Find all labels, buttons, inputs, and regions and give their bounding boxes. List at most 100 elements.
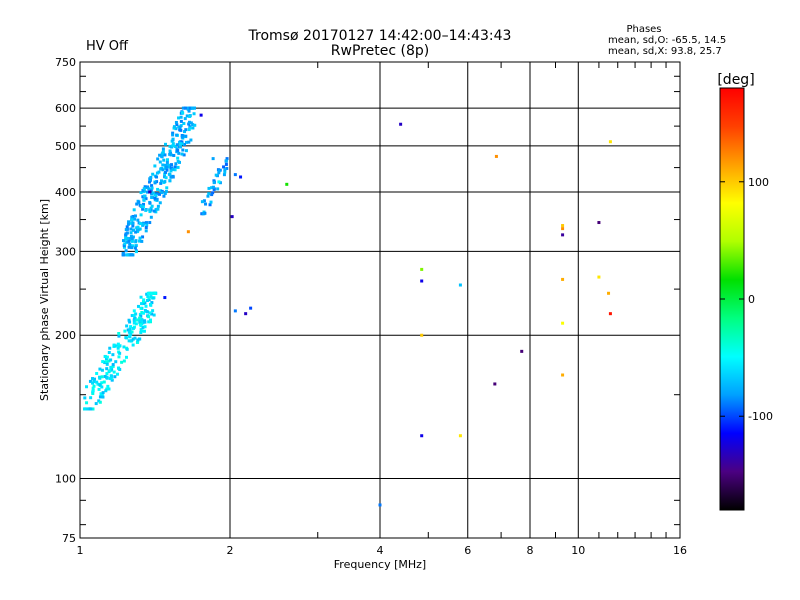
chart-title-line1: Tromsø 20170127 14:42:00–14:43:43 — [248, 28, 512, 44]
data-point — [159, 167, 163, 171]
data-point — [127, 245, 131, 249]
data-point — [420, 333, 424, 337]
data-point — [211, 157, 215, 161]
data-point — [152, 313, 156, 317]
data-point — [141, 325, 145, 329]
data-point — [146, 185, 150, 189]
data-point — [201, 212, 205, 216]
data-point — [188, 126, 192, 130]
data-point — [135, 202, 139, 206]
data-point — [185, 114, 189, 118]
data-point — [151, 309, 155, 313]
data-point — [183, 142, 187, 146]
data-point — [143, 320, 147, 324]
data-point — [161, 168, 165, 172]
data-point — [111, 363, 115, 367]
data-point — [126, 222, 130, 226]
data-point — [91, 407, 95, 411]
data-point — [157, 170, 161, 174]
data-point — [116, 346, 120, 350]
data-point — [131, 224, 135, 228]
data-point — [131, 253, 135, 257]
data-point — [125, 231, 129, 235]
data-point — [211, 191, 215, 195]
data-point — [608, 312, 612, 316]
data-point — [177, 151, 181, 155]
data-point — [130, 237, 134, 241]
data-points — [83, 106, 612, 507]
data-point — [184, 128, 188, 132]
data-point — [207, 192, 211, 196]
data-point — [139, 204, 143, 208]
data-point — [187, 140, 191, 144]
data-point — [142, 329, 146, 333]
data-point — [131, 343, 135, 347]
data-point — [130, 239, 134, 243]
data-point — [98, 400, 102, 404]
data-point — [147, 320, 151, 324]
data-point — [141, 321, 145, 325]
grid-lines — [80, 62, 680, 538]
data-point — [179, 115, 183, 119]
data-point — [131, 337, 135, 341]
data-point — [244, 312, 248, 316]
data-point — [420, 279, 424, 283]
data-point — [164, 170, 168, 174]
data-point — [158, 201, 162, 205]
data-point — [183, 117, 187, 121]
data-point — [172, 125, 176, 129]
chart-title-line2: RwPretec (8p) — [331, 43, 429, 59]
colorbar-ticks: 100 0 -100 — [720, 176, 773, 423]
data-point — [132, 309, 136, 313]
data-point — [141, 195, 145, 199]
data-point — [127, 339, 131, 343]
data-point — [142, 311, 146, 315]
data-point — [105, 372, 109, 376]
data-point — [224, 159, 228, 163]
data-point — [181, 148, 185, 152]
data-point — [204, 202, 208, 206]
data-point — [111, 353, 115, 357]
data-point — [173, 165, 177, 169]
data-point — [137, 200, 141, 204]
data-point — [561, 321, 565, 325]
data-point — [170, 163, 174, 167]
data-point — [127, 237, 131, 241]
data-point — [176, 159, 180, 163]
data-point — [135, 318, 139, 322]
data-point — [149, 291, 153, 295]
x-axis-label: Frequency [MHz] — [334, 558, 426, 571]
data-point — [150, 186, 154, 190]
x-tick-label: 10 — [571, 544, 585, 557]
data-point — [193, 123, 197, 127]
data-point — [108, 346, 112, 350]
data-point — [117, 332, 121, 336]
data-point — [134, 250, 138, 254]
data-point — [150, 204, 154, 208]
data-point — [175, 133, 179, 137]
data-point — [164, 190, 168, 194]
data-point — [125, 225, 129, 229]
data-point — [143, 194, 147, 198]
data-point — [91, 391, 95, 395]
data-point — [85, 401, 89, 405]
data-point — [133, 316, 137, 320]
data-point — [138, 239, 142, 243]
data-point — [233, 309, 237, 313]
data-point — [187, 120, 191, 124]
data-point — [131, 244, 135, 248]
data-point — [217, 180, 221, 184]
data-point — [145, 190, 149, 194]
data-point — [88, 379, 92, 383]
data-point — [561, 224, 565, 228]
data-point — [136, 225, 140, 229]
data-point — [106, 384, 110, 388]
data-point — [225, 166, 229, 170]
data-point — [139, 191, 143, 195]
data-point — [209, 200, 213, 204]
data-point — [184, 140, 188, 144]
data-point — [94, 402, 98, 406]
data-point — [142, 202, 146, 206]
data-point — [207, 186, 211, 190]
data-point — [105, 387, 109, 391]
